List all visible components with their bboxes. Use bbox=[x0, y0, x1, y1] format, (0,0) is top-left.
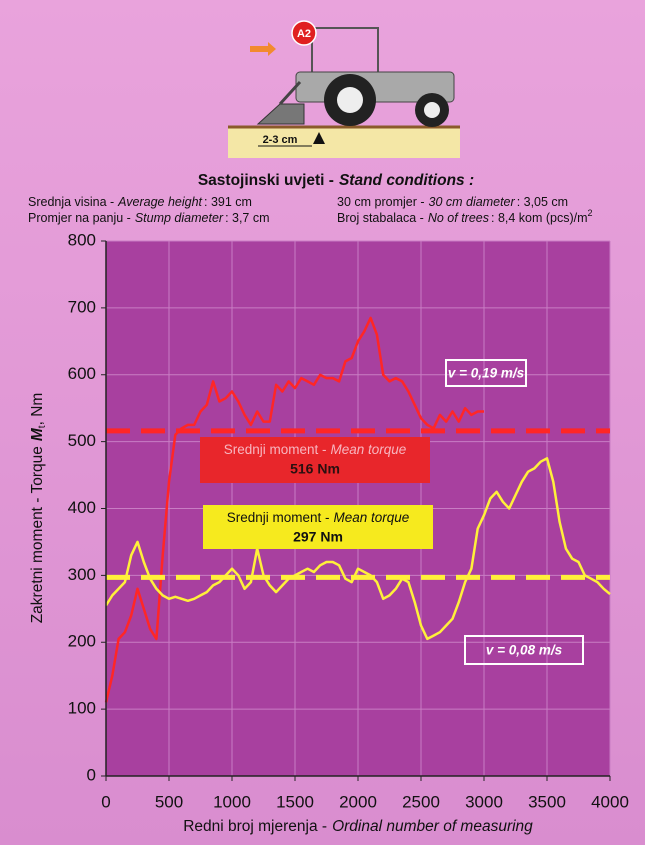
x-tick-label: 1500 bbox=[276, 792, 314, 811]
y-tick-label: 100 bbox=[68, 699, 96, 718]
mean-label-hr: Srednji moment - bbox=[227, 510, 330, 525]
speed-label: v = 0,08 m/s bbox=[486, 643, 563, 658]
stand-condition: Broj stabalaca - No of trees: 8,4 kom (pc… bbox=[337, 208, 593, 225]
stand-condition: Promjer na panju - Stump diameter: 3,7 cm bbox=[28, 211, 270, 225]
y-tick-label: 500 bbox=[68, 431, 96, 450]
mean-value-label: 297 Nm bbox=[293, 529, 343, 545]
condition-value: : 3,7 cm bbox=[225, 211, 269, 225]
x-label-en: Ordinal number of measuring bbox=[332, 818, 533, 835]
title-en: Stand conditions : bbox=[339, 172, 474, 189]
condition-en: Stump diameter bbox=[135, 211, 224, 225]
y-tick-label: 800 bbox=[68, 230, 96, 249]
condition-hr: Broj stabalaca - bbox=[337, 211, 424, 225]
x-axis-label: Redni broj mjerenja - Ordinal number of m… bbox=[183, 818, 533, 835]
condition-hr: Promjer na panju - bbox=[28, 211, 131, 225]
x-tick-label: 3000 bbox=[465, 792, 503, 811]
mean-label-en: Mean torque bbox=[333, 510, 409, 525]
condition-en: No of trees bbox=[428, 211, 489, 225]
mean-label: Srednji moment -Mean torque bbox=[227, 510, 410, 525]
condition-value: : 3,05 cm bbox=[517, 195, 568, 209]
x-tick-label: 2000 bbox=[339, 792, 377, 811]
condition-en: 30 cm diameter bbox=[429, 195, 516, 209]
x-label-hr: Redni broj mjerenja - bbox=[183, 818, 327, 835]
y-label-symbol: M bbox=[29, 427, 46, 441]
y-label-text: Zakretni moment - Torque bbox=[29, 446, 46, 623]
x-tick-label: 2500 bbox=[402, 792, 440, 811]
condition-sup: 2 bbox=[588, 208, 593, 218]
x-tick-label: 3500 bbox=[528, 792, 566, 811]
condition-value: : 391 cm bbox=[204, 195, 252, 209]
y-tick-label: 700 bbox=[68, 297, 96, 316]
x-tick-label: 500 bbox=[155, 792, 183, 811]
y-tick-label: 0 bbox=[87, 765, 96, 784]
condition-value: : 8,4 kom (pcs)/m bbox=[491, 211, 588, 225]
title-hr: Sastojinski uvjeti - bbox=[198, 172, 334, 189]
x-tick-label: 0 bbox=[101, 792, 110, 811]
x-tick-label: 4000 bbox=[591, 792, 629, 811]
condition-en: Average height bbox=[117, 195, 202, 209]
speed-label: v = 0,19 m/s bbox=[448, 366, 525, 381]
chart: A2 2-3 cm Sastojinski uvjeti - Stand cond… bbox=[0, 0, 645, 845]
y-label-unit: , Nm bbox=[29, 393, 46, 426]
stand-condition: 30 cm promjer - 30 cm diameter: 3,05 cm bbox=[337, 195, 568, 209]
mean-value-label: 516 Nm bbox=[290, 461, 340, 477]
y-tick-label: 300 bbox=[68, 565, 96, 584]
stand-condition: Srednja visina -Average height: 391 cm bbox=[28, 195, 252, 209]
x-tick-label: 1000 bbox=[213, 792, 251, 811]
mean-label-en: Mean torque bbox=[330, 442, 406, 457]
condition-hr: Srednja visina - bbox=[28, 195, 114, 209]
mean-label: Srednji moment -Mean torque bbox=[224, 442, 407, 457]
y-tick-label: 200 bbox=[68, 632, 96, 651]
condition-hr: 30 cm promjer - bbox=[337, 195, 425, 209]
front-hub bbox=[424, 102, 440, 118]
y-tick-label: 600 bbox=[68, 364, 96, 383]
depth-label: 2-3 cm bbox=[263, 134, 298, 146]
badge: A2 bbox=[297, 28, 311, 40]
rear-hub bbox=[337, 87, 363, 113]
mean-label-hr: Srednji moment - bbox=[224, 442, 327, 457]
y-tick-label: 400 bbox=[68, 498, 96, 517]
